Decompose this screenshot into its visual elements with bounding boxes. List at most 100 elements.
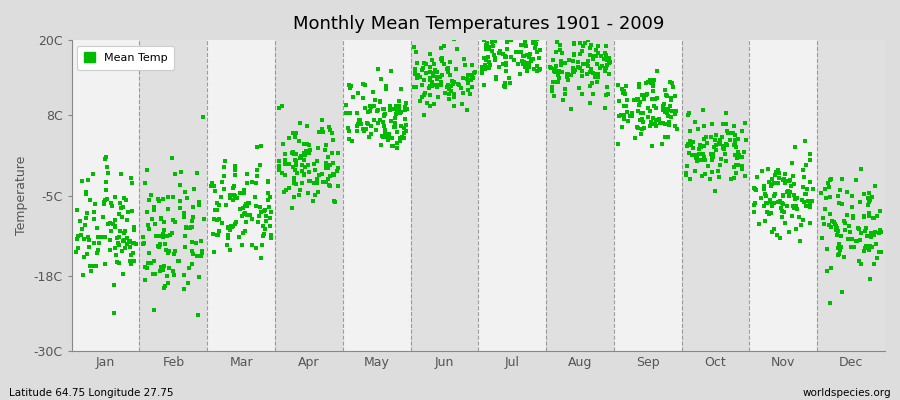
- Point: [768, 199, 782, 206]
- Point: [756, 182, 770, 189]
- Point: [599, 57, 614, 63]
- Point: [854, 165, 868, 172]
- Point: [663, 97, 678, 103]
- Point: [778, 171, 792, 178]
- Point: [776, 193, 790, 199]
- Point: [302, 141, 317, 148]
- Point: [98, 154, 112, 160]
- Point: [109, 252, 123, 258]
- Point: [191, 312, 205, 318]
- Point: [354, 121, 368, 127]
- Point: [442, 96, 456, 102]
- Point: [657, 101, 671, 108]
- Point: [489, 74, 503, 80]
- Point: [686, 139, 700, 146]
- Point: [831, 228, 845, 234]
- Point: [771, 180, 786, 186]
- Point: [477, 66, 491, 72]
- Point: [115, 248, 130, 254]
- Point: [615, 86, 629, 92]
- Point: [576, 43, 590, 49]
- Point: [371, 66, 385, 73]
- Point: [464, 84, 479, 90]
- Point: [377, 106, 392, 112]
- Point: [237, 190, 251, 196]
- Point: [737, 149, 751, 155]
- Point: [152, 244, 166, 250]
- Point: [513, 70, 527, 77]
- Point: [98, 261, 112, 267]
- Point: [515, 31, 529, 38]
- Point: [757, 182, 771, 189]
- Point: [704, 134, 718, 140]
- Point: [663, 114, 678, 120]
- Point: [789, 225, 804, 232]
- Point: [727, 164, 742, 170]
- Point: [680, 143, 694, 149]
- Point: [315, 116, 329, 123]
- Point: [397, 125, 411, 131]
- Point: [138, 277, 152, 283]
- Point: [631, 80, 645, 87]
- Point: [718, 110, 733, 116]
- Point: [150, 195, 165, 202]
- Point: [123, 261, 138, 268]
- Point: [423, 74, 437, 81]
- Point: [695, 173, 709, 179]
- Point: [389, 103, 403, 110]
- Point: [782, 176, 796, 183]
- Point: [341, 136, 356, 143]
- Point: [249, 203, 264, 210]
- Point: [392, 103, 406, 110]
- Point: [417, 112, 431, 118]
- Point: [381, 133, 395, 140]
- Point: [423, 91, 437, 98]
- Point: [572, 40, 587, 46]
- Point: [263, 223, 277, 230]
- Point: [612, 112, 626, 119]
- Point: [864, 234, 878, 240]
- Point: [530, 63, 544, 69]
- Point: [649, 123, 663, 129]
- Point: [619, 97, 634, 104]
- Point: [630, 108, 644, 114]
- Point: [112, 211, 126, 217]
- Point: [496, 51, 510, 57]
- Point: [426, 82, 440, 88]
- Point: [418, 90, 433, 96]
- Point: [616, 103, 631, 110]
- Point: [426, 82, 440, 88]
- Point: [727, 175, 742, 181]
- Point: [157, 263, 171, 269]
- Point: [178, 223, 193, 230]
- Point: [547, 67, 562, 74]
- Point: [186, 203, 201, 210]
- Point: [529, 36, 544, 42]
- Point: [805, 198, 819, 204]
- Point: [441, 69, 455, 76]
- Point: [379, 86, 393, 92]
- Point: [820, 268, 834, 274]
- Point: [435, 45, 449, 51]
- Point: [254, 209, 268, 216]
- Point: [240, 200, 255, 206]
- Point: [568, 67, 582, 73]
- Point: [670, 108, 684, 114]
- Point: [646, 120, 661, 127]
- Point: [479, 42, 493, 48]
- Point: [316, 179, 330, 185]
- Point: [832, 200, 847, 206]
- Point: [716, 120, 731, 127]
- Point: [91, 240, 105, 246]
- Point: [518, 64, 533, 70]
- Point: [106, 220, 121, 227]
- Point: [238, 210, 253, 216]
- Point: [552, 75, 566, 82]
- Point: [392, 110, 407, 116]
- Bar: [207, 40, 275, 351]
- Point: [424, 83, 438, 90]
- Point: [352, 116, 366, 123]
- Point: [461, 78, 475, 84]
- Point: [597, 33, 611, 40]
- Point: [868, 229, 882, 235]
